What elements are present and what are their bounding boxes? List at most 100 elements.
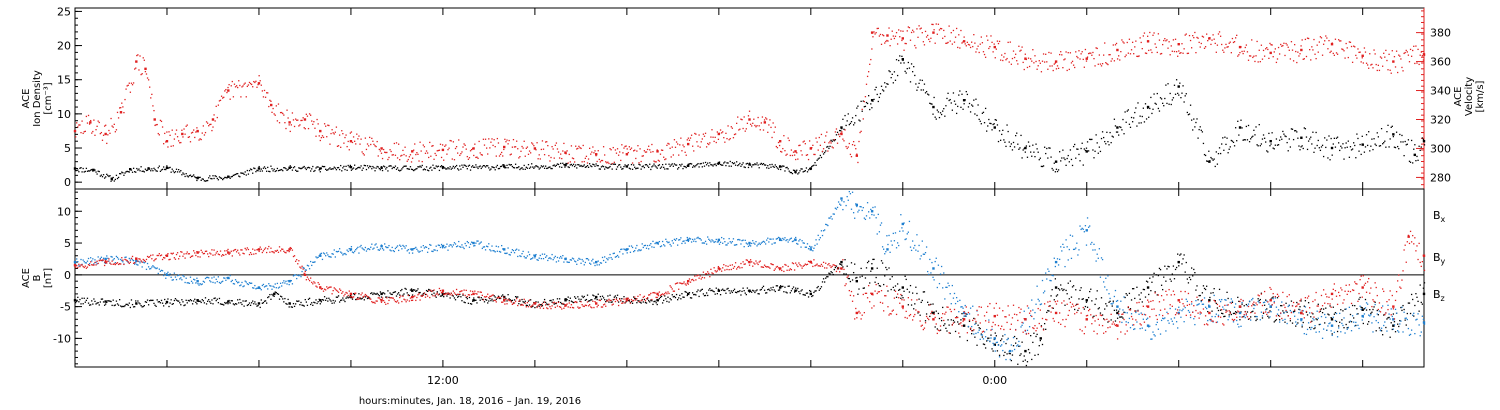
b-by-series-trace-dot <box>235 280 238 283</box>
velocity-series-trace-dot <box>673 139 676 141</box>
density-series-trace-dot <box>227 176 229 178</box>
velocity-series-trace-dot <box>226 91 228 94</box>
density-series-trace-dot <box>783 165 785 167</box>
b-bx-series-trace-dot <box>1274 320 1276 322</box>
b-by-series-trace-dot <box>522 250 524 253</box>
velocity-series-trace-dot <box>528 150 531 152</box>
velocity-series-trace-dot <box>493 139 495 141</box>
b-by-series-trace-dot <box>997 344 1000 346</box>
velocity-series-trace-dot <box>1371 63 1373 66</box>
velocity-series-trace-dot <box>490 141 492 143</box>
density-series-trace-dot <box>205 180 208 182</box>
b-by-series-trace-dot <box>545 256 547 258</box>
b-by-series-trace-dot <box>885 251 887 253</box>
b-by-series-trace-dot <box>963 315 965 317</box>
velocity-series-trace-dot <box>1084 48 1087 51</box>
b-bx-series-trace-dot <box>1416 296 1418 298</box>
b-by-series-trace-dot <box>722 242 724 244</box>
b-bx-series-trace-dot <box>602 297 605 299</box>
b-by-series-trace-dot <box>612 252 614 255</box>
density-series-trace-dot <box>157 167 159 169</box>
density-series-trace-dot <box>1047 157 1049 159</box>
velocity-series-trace-dot <box>1212 34 1214 36</box>
b-by-series-trace-dot <box>605 261 607 263</box>
b-by-series-trace-dot <box>310 260 312 263</box>
b-by-series-trace-dot <box>115 255 118 258</box>
velocity-series-trace-dot <box>975 51 977 53</box>
b-by-series-trace-dot <box>135 262 137 264</box>
b-by-series-trace-dot <box>943 272 945 274</box>
velocity-series-trace-dot <box>1277 46 1280 49</box>
b-by-series-trace-dot <box>935 257 937 259</box>
b-bx-series-trace-dot <box>382 292 385 294</box>
b-bx-series-trace-dot <box>692 292 694 294</box>
density-series-trace-dot <box>1366 144 1369 147</box>
velocity-series-trace-dot <box>1173 50 1176 53</box>
velocity-series-trace-dot <box>998 40 1001 43</box>
velocity-series-trace-dot <box>86 122 89 124</box>
density-series-trace-dot <box>669 165 671 167</box>
velocity-series-trace-dot <box>92 130 94 133</box>
velocity-series-point <box>1085 57 1088 60</box>
b-bx-series-trace-dot <box>395 295 398 297</box>
b-by-series-trace-dot <box>362 248 364 250</box>
b-bx-series-trace-dot <box>267 296 269 299</box>
density-series-trace-dot <box>380 166 383 168</box>
density-series-trace-dot <box>1405 144 1407 146</box>
velocity-series-trace-dot <box>610 149 612 151</box>
density-series-trace-dot <box>502 164 504 166</box>
b-bx-series-trace-dot <box>502 294 504 296</box>
b-by-series-trace-dot <box>278 286 281 288</box>
velocity-series-trace-dot <box>719 129 722 131</box>
density-series-trace-dot <box>923 83 926 85</box>
velocity-series-trace-dot <box>997 42 1000 45</box>
velocity-series-point <box>181 132 184 136</box>
velocity-series-trace-dot <box>1298 55 1300 57</box>
velocity-series-trace-dot <box>167 146 169 148</box>
b-bx-series-trace-dot <box>1065 289 1067 292</box>
velocity-series-trace-dot <box>101 139 104 141</box>
velocity-series-trace-dot <box>283 114 285 116</box>
b-bx-series-trace-dot <box>1110 319 1112 321</box>
density-series-trace-dot <box>551 167 553 170</box>
velocity-series-trace-dot <box>778 144 781 147</box>
b-by-series-trace-dot <box>241 281 243 284</box>
b-by-series-trace-dot <box>228 277 230 280</box>
velocity-series-trace-dot <box>348 149 350 151</box>
velocity-series-trace-dot <box>1265 48 1267 50</box>
density-series-trace-dot <box>1317 139 1319 142</box>
b-by-series-trace-dot <box>741 239 743 242</box>
b-by-series-trace-dot <box>423 247 426 249</box>
density-series-trace-dot <box>254 167 256 170</box>
b-by-series-trace-dot <box>778 237 781 239</box>
velocity-series-trace-dot <box>612 146 614 149</box>
b-by-series-trace-dot <box>567 261 569 264</box>
velocity-series-trace-dot <box>899 36 901 38</box>
density-series-trace-dot <box>1340 145 1342 147</box>
density-series-trace-dot <box>896 74 899 77</box>
b-bx-series-trace-dot <box>1327 313 1329 315</box>
density-series-trace-dot <box>511 165 514 168</box>
b-bx-series-trace-dot <box>1320 308 1323 310</box>
density-series-trace-dot <box>792 169 795 171</box>
density-series-trace-dot <box>210 177 212 180</box>
density-series-trace-dot <box>403 165 405 167</box>
b-bx-series-trace-dot <box>719 294 722 296</box>
density-series-trace-dot <box>156 170 158 172</box>
density-series-trace-dot <box>328 168 330 170</box>
b-bx-series-trace-dot <box>1040 325 1043 327</box>
density-series-trace-dot <box>581 165 583 168</box>
b-by-series-trace-dot <box>421 250 423 252</box>
density-series-point <box>809 167 813 170</box>
velocity-series-trace-dot <box>84 130 86 133</box>
b-by-series-trace-dot <box>204 277 207 280</box>
b-bx-series-trace-dot <box>757 293 759 295</box>
velocity-series-trace-dot <box>791 154 794 157</box>
b-by-series-trace-dot <box>951 284 953 287</box>
b-bx-series-trace-dot <box>545 301 547 304</box>
b-by-series-trace-dot <box>855 203 857 205</box>
b-by-series-trace-dot <box>116 256 119 259</box>
velocity-series-trace-dot <box>1353 45 1355 47</box>
velocity-tick-label: 300 <box>1430 142 1451 155</box>
density-series-trace-dot <box>939 112 942 114</box>
